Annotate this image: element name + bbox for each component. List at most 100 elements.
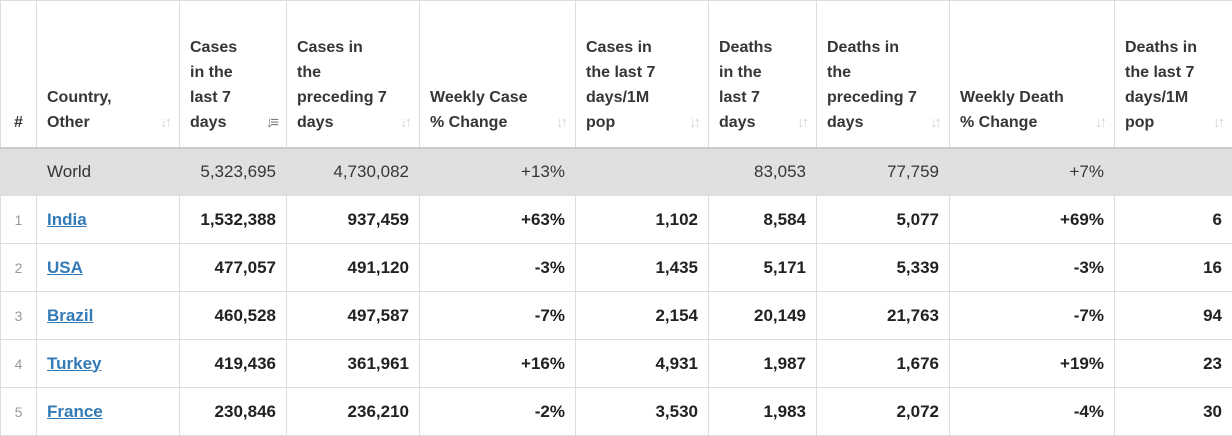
cell-cases-7d-per-1m: 3,530 — [575, 387, 709, 436]
cell-cases-prev-7d: 491,120 — [286, 243, 420, 292]
cell-cases-7d-per-1m: 4,931 — [575, 339, 709, 388]
header-weekly-case-change[interactable]: Weekly Case % Change ↓↑ — [419, 0, 576, 149]
cell-deaths-prev-7d: 77,759 — [816, 147, 950, 196]
cell-cases-7d-per-1m — [575, 147, 709, 196]
cell-cases-prev-7d: 937,459 — [286, 195, 420, 244]
cell-country: France — [36, 387, 180, 436]
cell-deaths-7d-per-1m — [1114, 147, 1232, 196]
cell-country: Brazil — [36, 291, 180, 340]
header-rank[interactable]: # — [0, 0, 37, 149]
cell-cases-7d: 230,846 — [179, 387, 287, 436]
header-weekly-death-change[interactable]: Weekly Death % Change ↓↑ — [949, 0, 1115, 149]
cell-weekly-case-change: +16% — [419, 339, 576, 388]
header-cases-7d-per-1m-label: Cases in the last 7 days/1M pop — [586, 38, 656, 131]
sort-arrows-icon[interactable]: ↓↑ — [160, 113, 172, 131]
cell-weekly-death-change: +19% — [949, 339, 1115, 388]
cell-cases-7d-per-1m: 1,435 — [575, 243, 709, 292]
world-row: World 5,323,695 4,730,082 +13% 83,053 77… — [0, 147, 1232, 196]
header-deaths-7d-per-1m[interactable]: Deaths in the last 7 days/1M pop ↓↑ — [1114, 0, 1232, 149]
cell-deaths-7d-per-1m: 6 — [1114, 195, 1232, 244]
table-row: 5 France 230,846 236,210 -2% 3,530 1,983… — [0, 387, 1232, 436]
cell-deaths-7d-per-1m: 94 — [1114, 291, 1232, 340]
sort-arrows-icon[interactable]: ↓↑ — [400, 113, 412, 131]
cell-cases-7d: 1,532,388 — [179, 195, 287, 244]
cell-weekly-death-change: +7% — [949, 147, 1115, 196]
sort-arrows-icon[interactable]: ↓↑ — [689, 113, 701, 131]
header-cases-7d-per-1m[interactable]: Cases in the last 7 days/1M pop ↓↑ — [575, 0, 709, 149]
cell-weekly-case-change: -2% — [419, 387, 576, 436]
table-row: 2 USA 477,057 491,120 -3% 1,435 5,171 5,… — [0, 243, 1232, 292]
cell-deaths-prev-7d: 21,763 — [816, 291, 950, 340]
header-cases-7d-label: Cases in the last 7 days — [190, 38, 238, 131]
table-row: 1 India 1,532,388 937,459 +63% 1,102 8,5… — [0, 195, 1232, 244]
cell-cases-prev-7d: 497,587 — [286, 291, 420, 340]
cell-country: Turkey — [36, 339, 180, 388]
country-link-india[interactable]: India — [47, 209, 87, 229]
cell-cases-prev-7d: 4,730,082 — [286, 147, 420, 196]
cell-rank: 5 — [0, 387, 37, 436]
table-row: 4 Turkey 419,436 361,961 +16% 4,931 1,98… — [0, 339, 1232, 388]
header-weekly-case-change-label: Weekly Case % Change — [430, 88, 528, 131]
header-cases-7d[interactable]: Cases in the last 7 days ↓≡ — [179, 0, 287, 149]
cell-cases-7d: 460,528 — [179, 291, 287, 340]
sort-arrows-icon[interactable]: ↓↑ — [1095, 113, 1107, 131]
header-country-label: Country, Other — [47, 88, 112, 131]
sort-descending-icon[interactable]: ↓≡ — [265, 113, 279, 131]
cell-deaths-7d-per-1m: 23 — [1114, 339, 1232, 388]
country-link-france[interactable]: France — [47, 401, 103, 421]
table-row: 3 Brazil 460,528 497,587 -7% 2,154 20,14… — [0, 291, 1232, 340]
header-cases-prev-7d-label: Cases in the preceding 7 days — [297, 38, 387, 131]
country-link-brazil[interactable]: Brazil — [47, 305, 94, 325]
header-weekly-death-change-label: Weekly Death % Change — [960, 88, 1064, 131]
cell-rank: 2 — [0, 243, 37, 292]
sort-arrows-icon[interactable]: ↓↑ — [1213, 113, 1225, 131]
world-country-cell: World — [36, 147, 180, 196]
sort-arrows-icon[interactable]: ↓↑ — [930, 113, 942, 131]
cell-weekly-case-change: +13% — [419, 147, 576, 196]
cell-rank: 4 — [0, 339, 37, 388]
country-link-usa[interactable]: USA — [47, 257, 83, 277]
table-body: World 5,323,695 4,730,082 +13% 83,053 77… — [0, 147, 1232, 436]
cell-cases-prev-7d: 236,210 — [286, 387, 420, 436]
cell-weekly-death-change: -7% — [949, 291, 1115, 340]
header-country[interactable]: Country, Other ↓↑ — [36, 0, 180, 149]
header-deaths-prev-7d-label: Deaths in the preceding 7 days — [827, 38, 917, 131]
header-deaths-prev-7d[interactable]: Deaths in the preceding 7 days ↓↑ — [816, 0, 950, 149]
header-deaths-7d[interactable]: Deaths in the last 7 days ↓↑ — [708, 0, 817, 149]
table-header: # Country, Other ↓↑ Cases in the last 7 d… — [0, 0, 1232, 149]
cell-country: USA — [36, 243, 180, 292]
country-link-turkey[interactable]: Turkey — [47, 353, 102, 373]
header-deaths-7d-per-1m-label: Deaths in the last 7 days/1M pop — [1125, 38, 1198, 131]
cell-weekly-case-change: +63% — [419, 195, 576, 244]
cell-cases-7d: 5,323,695 — [179, 147, 287, 196]
cell-cases-prev-7d: 361,961 — [286, 339, 420, 388]
cell-cases-7d: 419,436 — [179, 339, 287, 388]
cell-deaths-7d-per-1m: 16 — [1114, 243, 1232, 292]
cell-deaths-7d: 20,149 — [708, 291, 817, 340]
cell-weekly-death-change: -3% — [949, 243, 1115, 292]
header-rank-label: # — [14, 113, 23, 131]
cell-weekly-death-change: -4% — [949, 387, 1115, 436]
cell-cases-7d: 477,057 — [179, 243, 287, 292]
cell-rank: 1 — [0, 195, 37, 244]
header-cases-prev-7d[interactable]: Cases in the preceding 7 days ↓↑ — [286, 0, 420, 149]
sort-arrows-icon[interactable]: ↓↑ — [556, 113, 568, 131]
cell-deaths-prev-7d: 2,072 — [816, 387, 950, 436]
sort-arrows-icon[interactable]: ↓↑ — [797, 113, 809, 131]
cell-deaths-7d: 8,584 — [708, 195, 817, 244]
cell-rank: 3 — [0, 291, 37, 340]
world-rank-cell — [0, 147, 37, 196]
cell-deaths-7d: 83,053 — [708, 147, 817, 196]
cell-deaths-7d: 1,983 — [708, 387, 817, 436]
cell-deaths-prev-7d: 5,339 — [816, 243, 950, 292]
cell-deaths-prev-7d: 1,676 — [816, 339, 950, 388]
cell-weekly-case-change: -3% — [419, 243, 576, 292]
cell-weekly-case-change: -7% — [419, 291, 576, 340]
cell-weekly-death-change: +69% — [949, 195, 1115, 244]
cell-country: India — [36, 195, 180, 244]
header-deaths-7d-label: Deaths in the last 7 days — [719, 38, 773, 131]
cell-deaths-prev-7d: 5,077 — [816, 195, 950, 244]
cell-deaths-7d-per-1m: 30 — [1114, 387, 1232, 436]
cell-deaths-7d: 5,171 — [708, 243, 817, 292]
